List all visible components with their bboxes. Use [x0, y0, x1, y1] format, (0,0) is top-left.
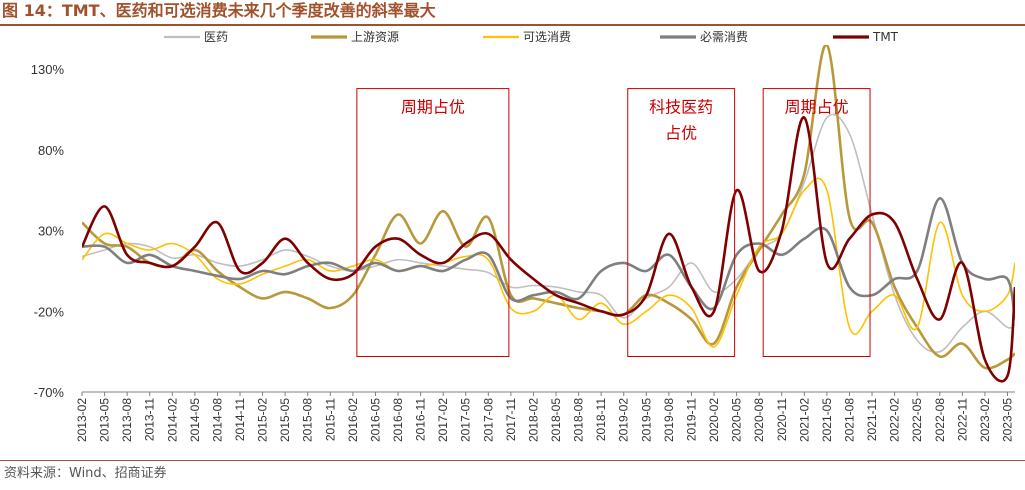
annotation-boxes: 周期占优 科技医药占优 周期占优: [356, 88, 871, 357]
x-tick-label: 2019-05: [639, 398, 653, 442]
x-tick-label: 2015-02: [256, 398, 270, 442]
legend-label: 必需消费: [700, 30, 748, 44]
x-tick-label: 2017-05: [459, 398, 473, 442]
y-tick-label: 30%: [38, 224, 64, 239]
x-tick-label: 2013-08: [120, 398, 134, 442]
x-tick-label: 2015-08: [301, 398, 315, 442]
y-tick-label: 130%: [31, 62, 65, 77]
annotation-box: [762, 88, 871, 357]
x-tick-label: 2022-08: [933, 398, 947, 442]
x-tick-label: 2018-05: [549, 398, 563, 442]
x-tick-label: 2021-02: [797, 398, 811, 442]
x-tick-label: 2021-05: [820, 398, 834, 442]
x-tick-label: 2014-05: [188, 398, 202, 442]
annotation-label: 科技医药占优: [649, 98, 713, 143]
y-tick-label: 80%: [38, 143, 64, 158]
x-tick-label: 2013-05: [98, 398, 112, 442]
x-tick-label: 2020-11: [775, 398, 789, 441]
series-line-0: [82, 113, 1015, 354]
x-tick-label: 2016-02: [346, 398, 360, 442]
x-tick-label: 2016-11: [414, 398, 428, 441]
x-tick-label: 2017-11: [504, 398, 518, 441]
source-rule: [0, 460, 1025, 461]
x-tick-label: 2018-11: [594, 398, 608, 441]
series-line-2: [82, 177, 1015, 348]
annotation-box: [356, 88, 510, 357]
x-tick-label: 2014-11: [233, 398, 247, 441]
x-axis: 2013-02 2013-05 2013-08 2013-11 2014-02 2014-…: [75, 391, 1015, 442]
x-tick-label: 2020-08: [752, 398, 766, 442]
annotation-label: 周期占优: [401, 98, 465, 117]
x-tick-label: 2019-11: [684, 398, 698, 441]
plot-area: [82, 45, 1015, 383]
x-tick-label: 2022-02: [888, 398, 902, 442]
x-tick-label: 2016-08: [391, 398, 405, 442]
x-tick-label: 2014-08: [210, 398, 224, 442]
x-tick-label: 2023-05: [1000, 398, 1014, 442]
legend-label: 可选消费: [523, 30, 571, 44]
legend-label: 上游资源: [351, 30, 399, 44]
x-tick-label: 2017-02: [436, 398, 450, 442]
y-tick-label: -70%: [34, 385, 65, 400]
x-tick-label: 2015-05: [278, 398, 292, 442]
annotation-box: [627, 88, 736, 357]
title-rule: [0, 24, 1025, 26]
legend: 医药 上游资源 可选消费 必需消费 TMT: [164, 30, 899, 44]
annotation-line: 科技医药: [649, 98, 713, 117]
x-tick-label: 2016-05: [368, 398, 382, 442]
x-tick-label: 2023-02: [978, 398, 992, 442]
x-tick-label: 2020-02: [707, 398, 721, 442]
source-note: 资料来源：Wind、招商证券: [4, 466, 167, 481]
legend-label: TMT: [872, 30, 899, 44]
y-tick-label: -20%: [34, 304, 65, 319]
x-tick-label: 2022-11: [955, 398, 969, 441]
x-tick-label: 2018-02: [526, 398, 540, 442]
x-tick-label: 2013-11: [143, 398, 157, 441]
x-tick-label: 2021-11: [865, 398, 879, 441]
x-tick-label: 2015-11: [323, 398, 337, 441]
y-axis: -70% -20% 30% 80% 130%: [31, 62, 65, 400]
annotation-line: 周期占优: [401, 98, 465, 117]
x-tick-label: 2013-02: [75, 398, 89, 442]
series-line-4: [82, 116, 1015, 383]
x-tick-label: 2021-08: [842, 398, 856, 442]
chart: 医药 上游资源 可选消费 必需消费 TMT 周期占优 科技医药占优 周期占优 -70% -20…: [31, 30, 1015, 442]
x-tick-label: 2017-08: [481, 398, 495, 442]
x-tick-label: 2018-08: [572, 398, 586, 442]
series-line-1: [82, 45, 1015, 370]
x-tick-label: 2022-05: [910, 398, 924, 442]
annotation-line: 占优: [665, 124, 697, 143]
annotation-line: 周期占优: [785, 98, 849, 117]
chart-title: 图 14：TMT、医药和可选消费未来几个季度改善的斜率最大: [2, 1, 436, 20]
series-line-3: [82, 196, 1015, 320]
legend-label: 医药: [204, 30, 228, 44]
x-tick-label: 2019-02: [617, 398, 631, 442]
x-tick-label: 2014-02: [165, 398, 179, 442]
x-tick-label: 2019-08: [662, 398, 676, 442]
x-tick-label: 2020-05: [730, 398, 744, 442]
annotation-label: 周期占优: [785, 98, 849, 117]
